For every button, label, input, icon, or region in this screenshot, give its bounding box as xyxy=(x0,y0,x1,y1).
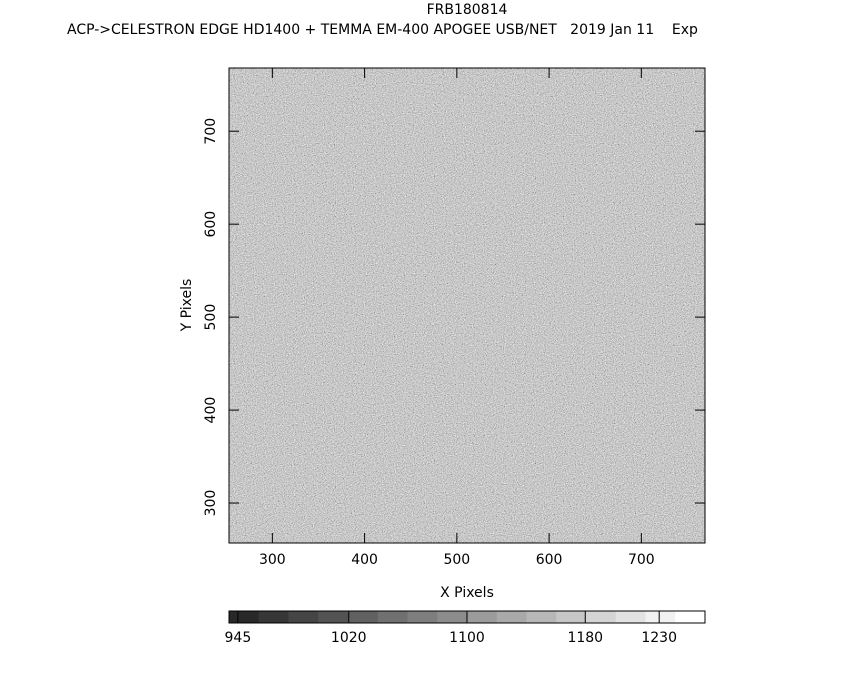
colorbar-step xyxy=(288,611,319,623)
colorbar-step xyxy=(407,611,438,623)
y-tick-label: 600 xyxy=(203,211,219,238)
colorbar-tick-label: 945 xyxy=(225,630,252,646)
colorbar-step xyxy=(318,611,349,623)
colorbar-step xyxy=(556,611,587,623)
colorbar-step xyxy=(467,611,498,623)
colorbar-step xyxy=(526,611,557,623)
colorbar-step xyxy=(437,611,468,623)
colorbar-step xyxy=(229,611,260,623)
x-tick-label: 500 xyxy=(443,552,470,568)
image xyxy=(229,68,705,543)
colorbar-tick-label: 1020 xyxy=(331,630,367,646)
x-axis-label: X Pixels xyxy=(440,585,494,601)
plot-frame xyxy=(228,67,706,544)
x-tick-label: 300 xyxy=(259,552,286,568)
y-axis-label: Y Pixels xyxy=(179,279,195,333)
colorbar-step xyxy=(377,611,408,623)
chart-title: FRB180814 xyxy=(427,2,508,18)
colorbar-tick-label: 1100 xyxy=(449,630,485,646)
colorbar-step xyxy=(258,611,289,623)
chart-subtitle: ACP->CELESTRON EDGE HD1400 + TEMMA EM-40… xyxy=(67,22,698,38)
colorbar-step xyxy=(348,611,379,623)
colorbar-step xyxy=(615,611,646,623)
colorbar-step xyxy=(496,611,527,623)
colorbar-tick-label: 1180 xyxy=(567,630,603,646)
colorbar-step xyxy=(586,611,617,623)
colorbar-step xyxy=(645,611,676,623)
y-tick-label: 400 xyxy=(203,397,219,424)
x-tick-label: 400 xyxy=(351,552,378,568)
y-tick-label: 700 xyxy=(203,118,219,145)
y-tick-label: 500 xyxy=(203,304,219,331)
colorbar-step xyxy=(675,611,706,623)
x-tick-label: 700 xyxy=(628,552,655,568)
y-tick-label: 300 xyxy=(203,490,219,517)
colorbar-tick-label: 1230 xyxy=(641,630,677,646)
x-tick-label: 600 xyxy=(536,552,563,568)
